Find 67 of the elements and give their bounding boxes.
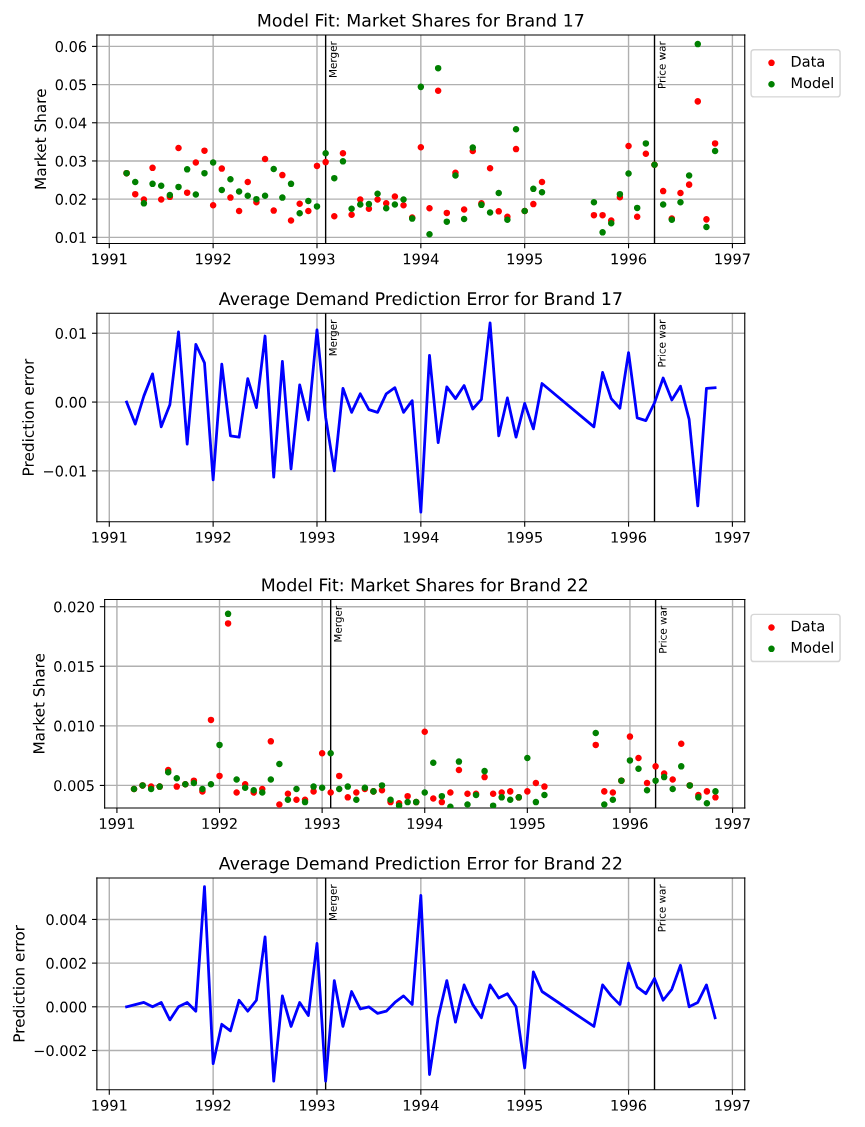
x-tick-label: 1997 xyxy=(715,531,750,543)
line-series xyxy=(125,885,717,1083)
x-tick-label: 1997 xyxy=(715,818,750,830)
x-tick-label: 1993 xyxy=(305,818,340,830)
y-tick-label: 0.002 xyxy=(46,957,86,969)
x-tick-label: 1996 xyxy=(612,818,648,830)
y-tick-label: 0.04 xyxy=(55,117,87,129)
x-tick-label: 1992 xyxy=(196,253,231,265)
x-tick-label: 1994 xyxy=(403,253,439,265)
chart-title: Average Demand Prediction Error for Brand 17 xyxy=(218,291,622,309)
y-axis-title: Prediction error xyxy=(22,358,34,475)
x-tick-label: 1997 xyxy=(715,253,750,265)
ref-line-label: Merger xyxy=(334,605,344,642)
y-tick-label: 0.05 xyxy=(55,79,86,91)
x-tick-label: 1995 xyxy=(507,253,542,265)
y-axis-title: Market Share xyxy=(32,653,45,754)
x-tick-label: 1991 xyxy=(92,1099,127,1111)
chart-title: Model Fit: Market Shares for Brand 22 xyxy=(262,578,587,592)
y-tick-label: 0.020 xyxy=(54,601,94,613)
x-tick-label: 1993 xyxy=(300,1099,335,1111)
y-axis-title: Market Share xyxy=(34,89,47,189)
line-series xyxy=(125,321,717,514)
x-tick-label: 1996 xyxy=(611,531,647,543)
x-tick-label: 1994 xyxy=(407,818,443,830)
y-tick-label: 0.004 xyxy=(46,914,87,926)
x-tick-label: 1996 xyxy=(611,253,647,265)
chart-title: Model Fit: Market Shares for Brand 17 xyxy=(258,13,584,27)
y-tick-label: 0.010 xyxy=(54,720,94,732)
x-tick-label: 1992 xyxy=(202,818,237,830)
x-tick-label: 1994 xyxy=(403,1099,439,1111)
ref-line-label: Price war xyxy=(657,319,666,367)
x-tick-label: 1994 xyxy=(403,531,439,543)
x-tick-label: 1992 xyxy=(196,531,231,543)
x-tick-label: 1991 xyxy=(99,818,135,830)
legend-label: Data xyxy=(791,620,824,632)
x-tick-label: 1992 xyxy=(196,1099,231,1111)
x-tick-label: 1991 xyxy=(92,531,127,543)
y-tick-label: 0.000 xyxy=(46,1001,87,1013)
x-tick-label: 1991 xyxy=(92,253,127,265)
y-tick-label: 0.02 xyxy=(55,193,86,205)
ref-line-label: Merger xyxy=(329,319,339,356)
ref-line-label: Price war xyxy=(657,884,666,932)
y-tick-label: 0.01 xyxy=(55,232,86,244)
ref-line-label: Price war xyxy=(657,41,666,89)
ref-line-label: Merger xyxy=(329,884,339,921)
y-tick-label: 0.01 xyxy=(55,327,86,340)
y-tick-label: 0.03 xyxy=(55,155,86,167)
x-tick-label: 1993 xyxy=(300,253,335,265)
legend-label: Model xyxy=(791,641,833,653)
y-tick-label: 0.015 xyxy=(54,661,94,673)
x-tick-label: 1997 xyxy=(715,1099,750,1111)
y-axis-title: Prediction error xyxy=(12,925,25,1042)
ref-line-label: Price war xyxy=(658,605,667,653)
y-tick-label: 0.06 xyxy=(55,41,87,53)
x-tick-label: 1995 xyxy=(507,531,542,543)
x-tick-label: 1996 xyxy=(611,1099,647,1111)
y-tick-label: −0.002 xyxy=(34,1045,86,1057)
legend-label: Data xyxy=(791,56,824,67)
x-tick-label: 1993 xyxy=(300,531,335,543)
x-tick-label: 1995 xyxy=(507,1099,542,1111)
y-tick-label: 0.00 xyxy=(55,396,87,408)
y-tick-label: 0.005 xyxy=(54,780,94,792)
legend-label: Model xyxy=(791,76,833,89)
chart-title: Average Demand Prediction Error for Brand 22 xyxy=(218,856,622,874)
x-tick-label: 1995 xyxy=(510,818,545,830)
ref-line-label: Merger xyxy=(329,41,339,77)
y-tick-label: −0.01 xyxy=(44,465,86,477)
